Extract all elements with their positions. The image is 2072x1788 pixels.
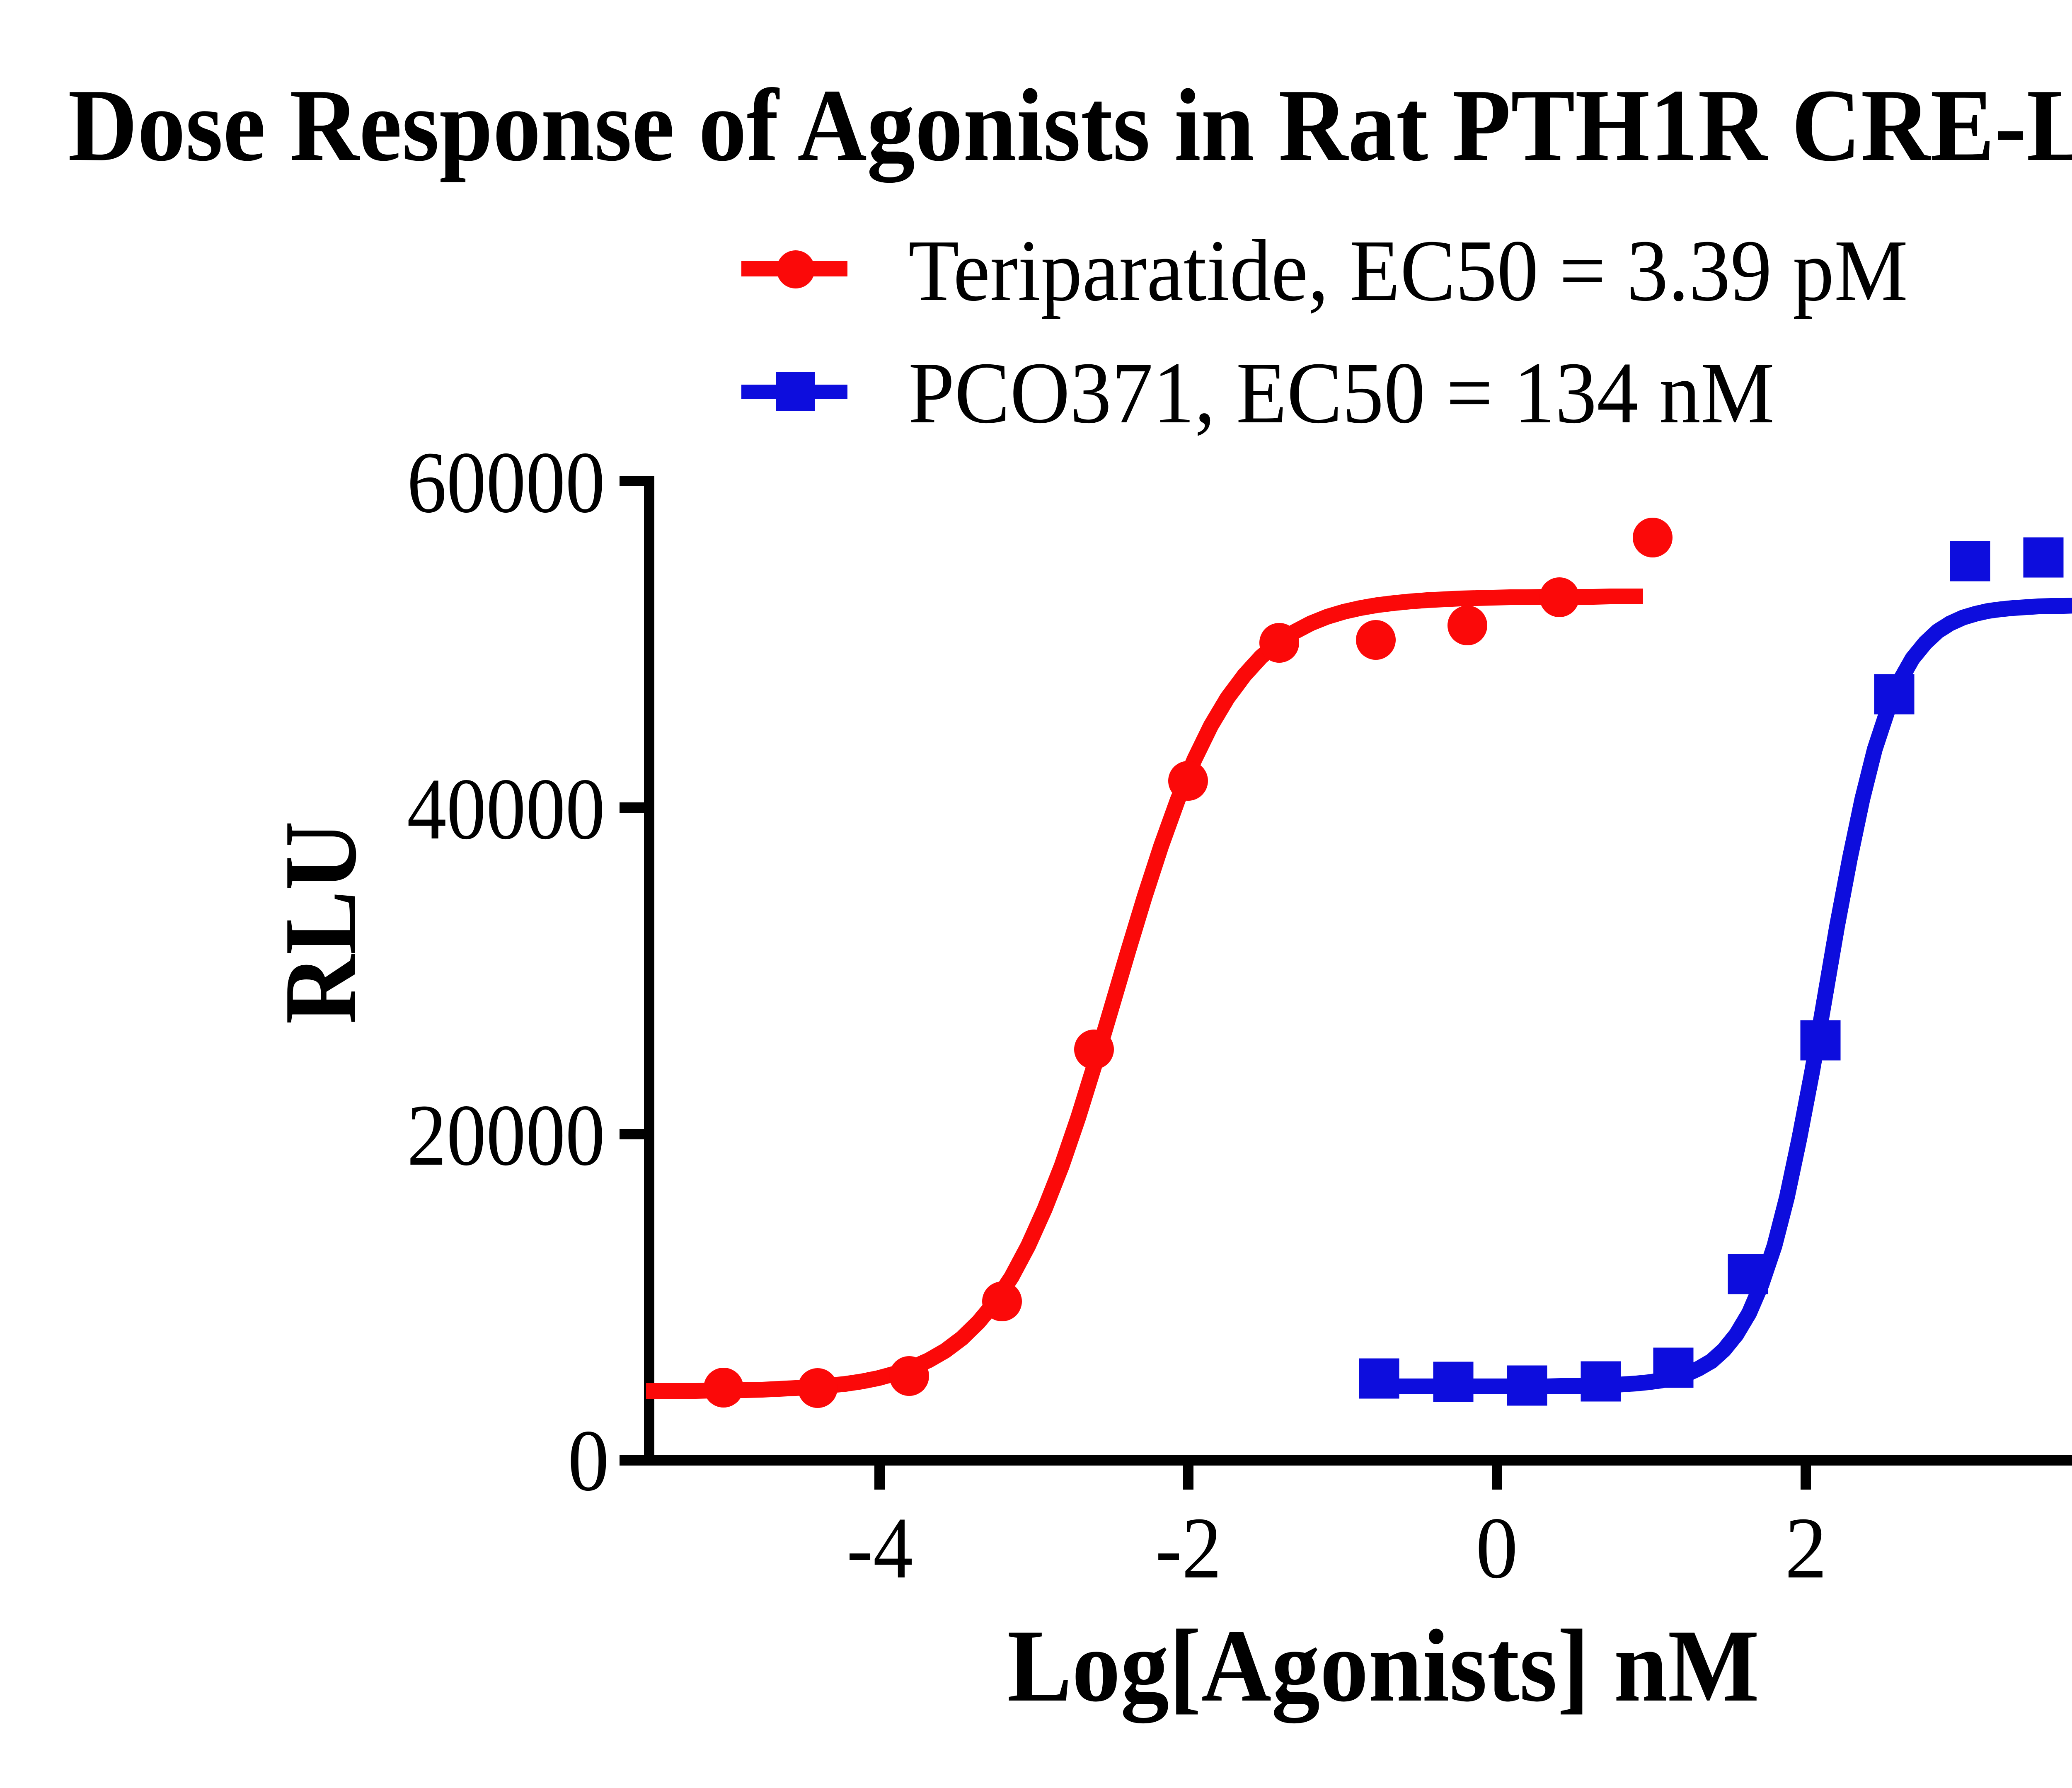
svg-text:Dose Response of Agonists in R: Dose Response of Agonists in Rat PTH1R C… (68, 68, 2072, 183)
svg-text:Teriparatide, EC50 = 3.39 pM: Teriparatide, EC50 = 3.39 pM (908, 222, 1908, 319)
svg-text:0: 0 (1476, 1499, 1518, 1597)
svg-text:0: 0 (568, 1412, 609, 1509)
svg-text:2: 2 (1785, 1499, 1827, 1597)
svg-text:Log[Agonists] nM: Log[Agonists] nM (1007, 1609, 1760, 1723)
svg-text:PCO371, EC50 = 134 nM: PCO371, EC50 = 134 nM (908, 344, 1774, 441)
svg-text:RLU: RLU (263, 821, 378, 1024)
svg-text:60000: 60000 (407, 434, 605, 531)
svg-text:40000: 40000 (407, 760, 605, 858)
svg-text:-2: -2 (1155, 1499, 1222, 1597)
svg-text:20000: 20000 (407, 1086, 605, 1184)
svg-text:-4: -4 (847, 1499, 913, 1597)
